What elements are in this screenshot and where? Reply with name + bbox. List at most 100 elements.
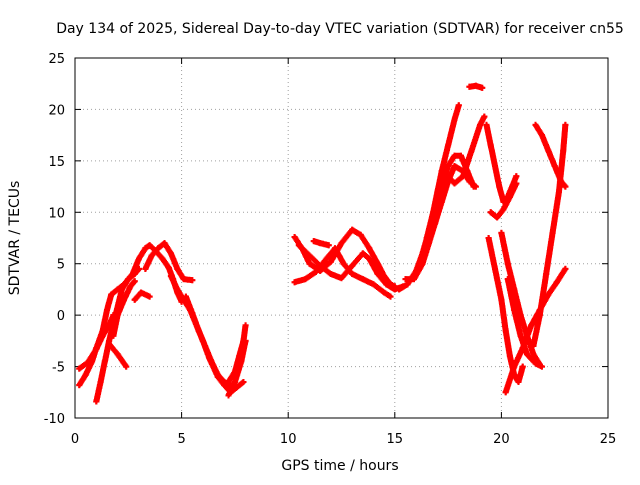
data-point [180,276,187,283]
series-arc-19 [445,113,488,187]
data-point [99,332,106,339]
series-arc-18 [423,102,462,241]
data-point [517,332,524,339]
data-point [457,152,464,159]
data-point [451,163,458,169]
data-point [451,152,458,159]
data-point [349,226,356,233]
data-point [519,345,526,352]
plot-frame [74,57,609,419]
data-point [562,183,569,190]
data-point [498,296,505,303]
data-point [82,371,89,378]
data-point [310,238,317,245]
data-point [455,102,462,109]
data-point [423,235,430,241]
data-point [106,340,113,347]
data-point [553,279,560,286]
data-point [291,279,298,286]
data-point [202,343,209,349]
data-point [506,353,513,360]
data-point [425,240,432,247]
x-tick-label: 15 [387,432,404,447]
data-point [359,276,366,283]
data-point [148,252,155,259]
data-point [451,116,458,123]
series-arc-27 [530,121,569,349]
data-point [131,296,138,303]
data-point [225,379,232,385]
series-arc-7 [142,240,196,284]
data-point [370,281,377,288]
series-arc-4 [106,340,130,370]
data-point [438,199,445,205]
data-point [366,245,373,252]
data-point [118,286,125,293]
data-point [103,307,110,313]
data-point [142,245,149,252]
data-point [502,389,509,396]
marker-trail [76,242,185,389]
data-point [123,363,130,370]
data-point [146,293,153,300]
data-point [114,312,121,319]
data-point [189,277,196,284]
series-arc-28 [532,121,569,190]
data-point [327,258,334,265]
series-arc-15 [310,238,332,249]
data-point [374,260,381,267]
x-tick-label: 25 [600,432,617,447]
y-axis-title: SDTVAR / TECUs [7,181,23,296]
data-point [513,180,520,187]
data-point [161,240,168,247]
x-tick-label: 0 [71,432,79,447]
data-point [214,371,221,378]
data-point [108,291,115,298]
data-point [195,327,202,334]
data-point [500,206,507,213]
data-point [359,250,366,257]
data-point [494,214,501,221]
data-point [110,332,117,339]
data-point [498,229,505,236]
data-point [167,273,174,280]
data-point [434,188,441,195]
data-point [536,312,543,319]
series-arc-9 [182,293,234,389]
data-point [338,240,345,247]
series-arc-17 [402,163,479,283]
y-tick-label: 25 [48,52,65,67]
data-point [562,265,569,272]
data-point [189,310,196,317]
data-point [419,260,426,267]
data-point [551,163,558,169]
data-point [242,322,249,329]
data-point [410,276,417,283]
data-point [76,365,83,372]
data-point [545,147,552,154]
data-point [555,188,562,195]
data-point [532,121,539,128]
y-tick-label: -5 [52,361,65,376]
data-layer [76,82,569,405]
grid-layer [75,58,608,418]
series-arc-1 [76,242,185,389]
data-point [504,260,511,267]
data-point [381,289,388,296]
y-tick-label: 20 [48,103,65,118]
tick-layer: 0 5 10 15 20 25 -10 -5 0 5 10 15 20 25 [44,52,617,447]
data-point [549,229,556,236]
x-tick-label: 5 [177,432,185,447]
data-point [538,132,545,139]
data-point [374,271,381,277]
data-point [496,183,503,190]
data-point [349,262,356,269]
data-point [125,276,132,283]
data-point [127,283,134,290]
data-point [466,178,473,185]
data-point [295,242,302,249]
data-point [483,121,490,128]
data-point [445,142,452,149]
data-point [306,252,313,259]
